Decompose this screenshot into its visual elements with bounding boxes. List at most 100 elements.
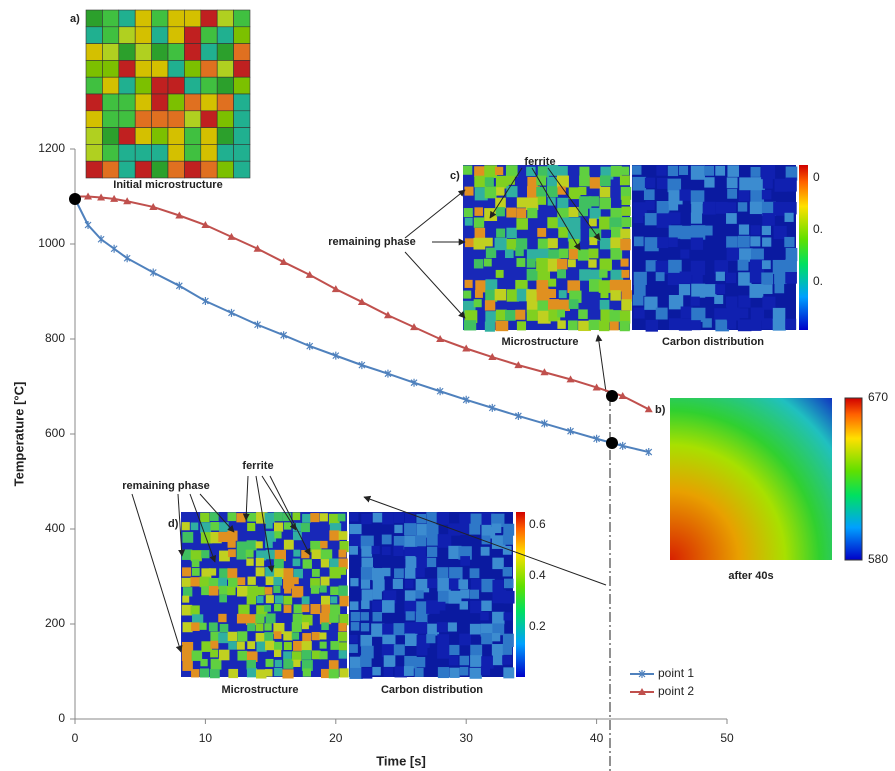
grain	[738, 319, 752, 331]
grain	[119, 77, 135, 94]
grain	[579, 207, 588, 216]
grain	[311, 585, 319, 593]
grain	[515, 248, 523, 256]
grain	[579, 176, 590, 187]
grain	[264, 623, 271, 630]
grain	[237, 651, 247, 661]
grain	[691, 261, 705, 275]
grain	[218, 532, 228, 542]
y-tick-label: 1200	[38, 141, 65, 155]
grain	[339, 567, 347, 575]
grain	[86, 44, 102, 61]
grain	[384, 667, 394, 677]
grain	[679, 284, 690, 295]
grain	[437, 622, 447, 632]
grain	[102, 60, 118, 77]
grain	[237, 549, 247, 559]
grain	[589, 320, 600, 330]
grain	[610, 280, 622, 292]
grain	[361, 514, 371, 524]
grain	[751, 320, 762, 331]
grain	[274, 512, 283, 521]
grain	[426, 523, 438, 535]
grain	[785, 272, 797, 284]
x-tick-label: 30	[460, 731, 474, 745]
grain	[234, 111, 250, 128]
grain	[470, 655, 482, 667]
grain	[393, 546, 403, 556]
grain	[360, 655, 372, 667]
grain	[302, 514, 311, 523]
grain	[293, 641, 303, 651]
grain	[668, 166, 678, 176]
grain	[86, 128, 102, 145]
grain	[152, 144, 168, 161]
grain	[210, 650, 218, 658]
grain	[219, 586, 228, 595]
grain	[474, 217, 484, 227]
grain	[415, 590, 423, 598]
grain	[600, 258, 612, 270]
grain	[192, 559, 200, 567]
grain	[284, 540, 294, 550]
state-point	[69, 193, 81, 205]
grain	[209, 622, 218, 631]
grain	[135, 128, 151, 145]
grain	[292, 651, 302, 661]
grain	[668, 179, 682, 193]
grain	[217, 94, 233, 111]
grain	[135, 27, 151, 44]
grain	[293, 660, 300, 667]
grain	[86, 144, 102, 161]
grain	[463, 291, 471, 299]
panel-tag: c)	[450, 170, 460, 182]
grain	[228, 669, 238, 678]
grain	[460, 556, 470, 566]
grain	[762, 213, 775, 226]
grain	[485, 186, 497, 198]
panel-tag: a)	[70, 13, 80, 25]
caption: after 40s	[728, 570, 773, 582]
grain	[416, 644, 427, 655]
grain	[600, 300, 610, 310]
grain	[211, 659, 222, 670]
grain	[266, 659, 274, 667]
grain	[775, 284, 785, 294]
grain	[621, 270, 629, 278]
grain	[135, 161, 151, 178]
grain	[237, 631, 247, 641]
grain	[372, 601, 382, 611]
grain	[350, 578, 358, 586]
grain	[302, 641, 312, 651]
grain	[182, 596, 189, 603]
grain	[102, 27, 118, 44]
grain	[321, 596, 330, 605]
caption: Microstructure	[501, 336, 578, 348]
grain	[669, 225, 682, 238]
grain	[738, 202, 747, 211]
grain	[351, 622, 360, 631]
grain	[274, 531, 281, 538]
grain	[505, 249, 514, 258]
grain	[503, 567, 512, 576]
grain	[338, 632, 347, 642]
grain	[321, 559, 329, 567]
grain	[569, 249, 579, 259]
grain	[774, 271, 787, 284]
grain	[427, 558, 436, 567]
grain	[228, 641, 237, 650]
grain	[437, 512, 449, 524]
grain	[168, 94, 184, 111]
grain	[275, 660, 282, 667]
grain	[465, 218, 473, 226]
grain	[600, 187, 611, 198]
grain	[538, 239, 548, 249]
grain	[284, 642, 292, 650]
grain	[449, 591, 462, 604]
grain	[474, 207, 483, 216]
arrow	[598, 335, 606, 392]
grain	[302, 622, 309, 629]
grain	[361, 612, 369, 620]
grain	[727, 308, 740, 321]
grain	[726, 296, 737, 307]
